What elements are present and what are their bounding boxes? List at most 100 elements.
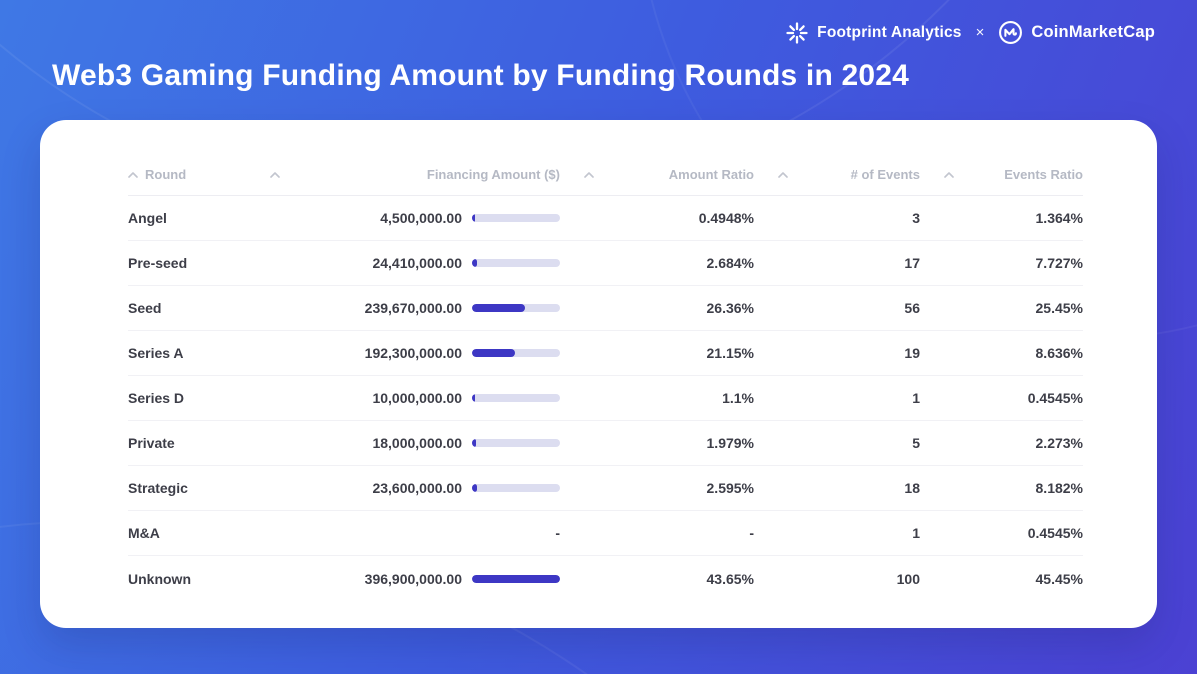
amount-value: 396,900,000.00: [364, 570, 462, 587]
footprint-logo-icon: [785, 21, 809, 45]
column-header-financing-amount[interactable]: Financing Amount ($): [270, 167, 560, 182]
amount-bar: [472, 439, 560, 447]
amount-bar: [472, 574, 560, 583]
amount-value: 18,000,000.00: [372, 435, 462, 451]
sort-caret-icon: [270, 171, 280, 178]
sort-caret-icon: [128, 171, 138, 178]
amount-bar-fill: [472, 304, 526, 312]
amount-cell: 18,000,000.00: [270, 435, 560, 451]
column-header-events-ratio[interactable]: Events Ratio: [944, 167, 1083, 182]
column-header-label: Amount Ratio: [668, 167, 754, 182]
column-header-label: Round: [145, 167, 187, 182]
sort-caret-icon: [778, 171, 788, 178]
sort-caret-icon: [944, 171, 954, 178]
table-body: Angel 4,500,000.00 0.4948% 3 1.364% Pre-…: [128, 196, 1083, 601]
events-cell: 19: [904, 345, 920, 361]
amount-cell: 24,410,000.00: [270, 255, 560, 271]
round-cell: Private: [128, 435, 175, 451]
round-cell: Unknown: [128, 570, 191, 587]
table-row: Series D 10,000,000.00 1.1% 1 0.4545%: [128, 376, 1083, 421]
amount-ratio-cell: -: [749, 525, 754, 541]
brand-bar: Footprint Analytics × CoinMarketCap: [785, 20, 1155, 45]
round-cell: Strategic: [128, 480, 188, 496]
amount-cell: 396,900,000.00: [270, 571, 560, 587]
table-row: Strategic 23,600,000.00 2.595% 18 8.182%: [128, 466, 1083, 511]
round-cell: Seed: [128, 300, 162, 316]
events-ratio-cell: 2.273%: [1035, 435, 1083, 451]
events-ratio-cell: 8.636%: [1035, 345, 1083, 361]
events-cell: 5: [912, 435, 920, 451]
table-card: Round Financing Amount ($) Amount Ratio …: [40, 120, 1157, 628]
events-cell: 100: [896, 570, 920, 587]
coinmarketcap-brand-name: CoinMarketCap: [1031, 23, 1155, 41]
events-cell: 1: [912, 525, 920, 541]
amount-ratio-cell: 1.1%: [722, 390, 754, 406]
amount-ratio-cell: 43.65%: [706, 570, 754, 587]
table-row: Private 18,000,000.00 1.979% 5 2.273%: [128, 421, 1083, 466]
amount-bar-fill: [472, 214, 475, 222]
events-cell: 17: [904, 255, 920, 271]
amount-bar-fill: [472, 439, 476, 447]
amount-value: 4,500,000.00: [380, 210, 462, 226]
page-title: Web3 Gaming Funding Amount by Funding Ro…: [52, 59, 910, 92]
amount-cell: 239,670,000.00: [270, 300, 560, 316]
events-ratio-cell: 0.4545%: [1027, 525, 1083, 541]
amount-ratio-cell: 2.684%: [706, 255, 754, 271]
amount-ratio-cell: 2.595%: [706, 480, 754, 496]
amount-ratio-cell: 0.4948%: [698, 210, 754, 226]
column-header-label: # of Events: [850, 167, 920, 182]
column-header-round[interactable]: Round: [128, 167, 246, 182]
events-ratio-cell: 0.4545%: [1027, 390, 1083, 406]
amount-bar-fill: [472, 394, 475, 402]
events-ratio-cell: 25.45%: [1035, 300, 1083, 316]
amount-cell: 192,300,000.00: [270, 345, 560, 361]
amount-cell: 4,500,000.00: [270, 210, 560, 226]
footprint-brand: Footprint Analytics: [785, 21, 961, 45]
round-cell: Series A: [128, 345, 184, 361]
table-row: Series A 192,300,000.00 21.15% 19 8.636%: [128, 331, 1083, 376]
events-cell: 1: [912, 390, 920, 406]
round-cell: Pre-seed: [128, 255, 188, 271]
column-header-label: Financing Amount ($): [426, 167, 560, 182]
coinmarketcap-brand: CoinMarketCap: [998, 20, 1155, 45]
table-row: M&A - - 1 0.4545%: [128, 511, 1083, 556]
amount-value: 192,300,000.00: [364, 345, 462, 361]
amount-value: 23,600,000.00: [372, 480, 462, 496]
amount-bar: [472, 304, 560, 312]
amount-ratio-cell: 26.36%: [706, 300, 754, 316]
amount-bar-fill: [472, 349, 515, 357]
table-row: Angel 4,500,000.00 0.4948% 3 1.364%: [128, 196, 1083, 241]
amount-bar-fill: [472, 484, 478, 492]
footprint-brand-name: Footprint Analytics: [817, 23, 962, 41]
coinmarketcap-logo-icon: [998, 20, 1023, 45]
events-cell: 56: [904, 300, 920, 316]
round-cell: Series D: [128, 390, 185, 406]
table-row: Unknown 396,900,000.00 43.65% 100 45.45%: [128, 556, 1083, 601]
table-header: Round Financing Amount ($) Amount Ratio …: [128, 154, 1083, 196]
brand-separator: ×: [975, 24, 985, 41]
events-ratio-cell: 45.45%: [1035, 570, 1083, 587]
amount-bar-fill: [472, 574, 560, 583]
amount-bar: [472, 394, 560, 402]
events-ratio-cell: 7.727%: [1035, 255, 1083, 271]
round-cell: Angel: [128, 210, 167, 226]
amount-bar-fill: [472, 259, 478, 267]
amount-cell: -: [270, 525, 560, 541]
amount-ratio-cell: 1.979%: [706, 435, 754, 451]
column-header-amount-ratio[interactable]: Amount Ratio: [584, 167, 754, 182]
amount-bar: [472, 349, 560, 357]
amount-ratio-cell: 21.15%: [706, 345, 754, 361]
amount-value: -: [555, 525, 560, 541]
sort-caret-icon: [584, 171, 594, 178]
events-ratio-cell: 1.364%: [1035, 210, 1083, 226]
round-cell: M&A: [128, 525, 160, 541]
amount-bar: [472, 214, 560, 222]
table-row: Seed 239,670,000.00 26.36% 56 25.45%: [128, 286, 1083, 331]
amount-cell: 23,600,000.00: [270, 480, 560, 496]
column-header-events[interactable]: # of Events: [778, 167, 920, 182]
amount-bar: [472, 484, 560, 492]
events-cell: 3: [912, 210, 920, 226]
events-ratio-cell: 8.182%: [1035, 480, 1083, 496]
amount-value: 239,670,000.00: [364, 300, 462, 316]
